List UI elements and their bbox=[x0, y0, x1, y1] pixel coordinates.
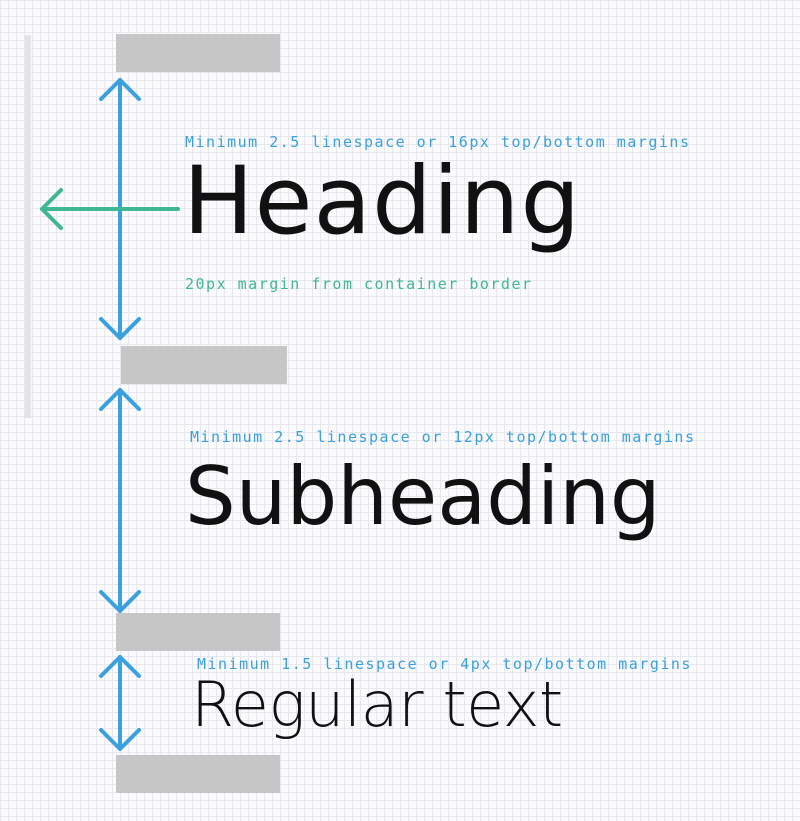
placeholder-block-top bbox=[116, 34, 280, 72]
placeholder-block-after-subheading bbox=[116, 613, 280, 651]
regular-spacing-arrow bbox=[99, 655, 141, 751]
subheading-spacing-arrow bbox=[99, 388, 141, 613]
placeholder-block-bottom bbox=[116, 755, 280, 793]
container-margin-arrow bbox=[40, 188, 180, 230]
regular-spacing-note: Minimum 1.5 linespace or 4px top/bottom … bbox=[197, 655, 692, 673]
heading-spacing-note: Minimum 2.5 linespace or 16px top/bottom… bbox=[185, 133, 691, 151]
heading-sample: Heading bbox=[183, 147, 582, 256]
subheading-spacing-note: Minimum 2.5 linespace or 12px top/bottom… bbox=[190, 428, 696, 446]
container-margin-note: 20px margin from container border bbox=[185, 275, 533, 293]
placeholder-block-after-heading bbox=[121, 346, 287, 384]
container-border bbox=[25, 35, 31, 418]
regular-text-sample: Regular text bbox=[191, 668, 563, 741]
subheading-sample: Subheading bbox=[185, 450, 661, 543]
